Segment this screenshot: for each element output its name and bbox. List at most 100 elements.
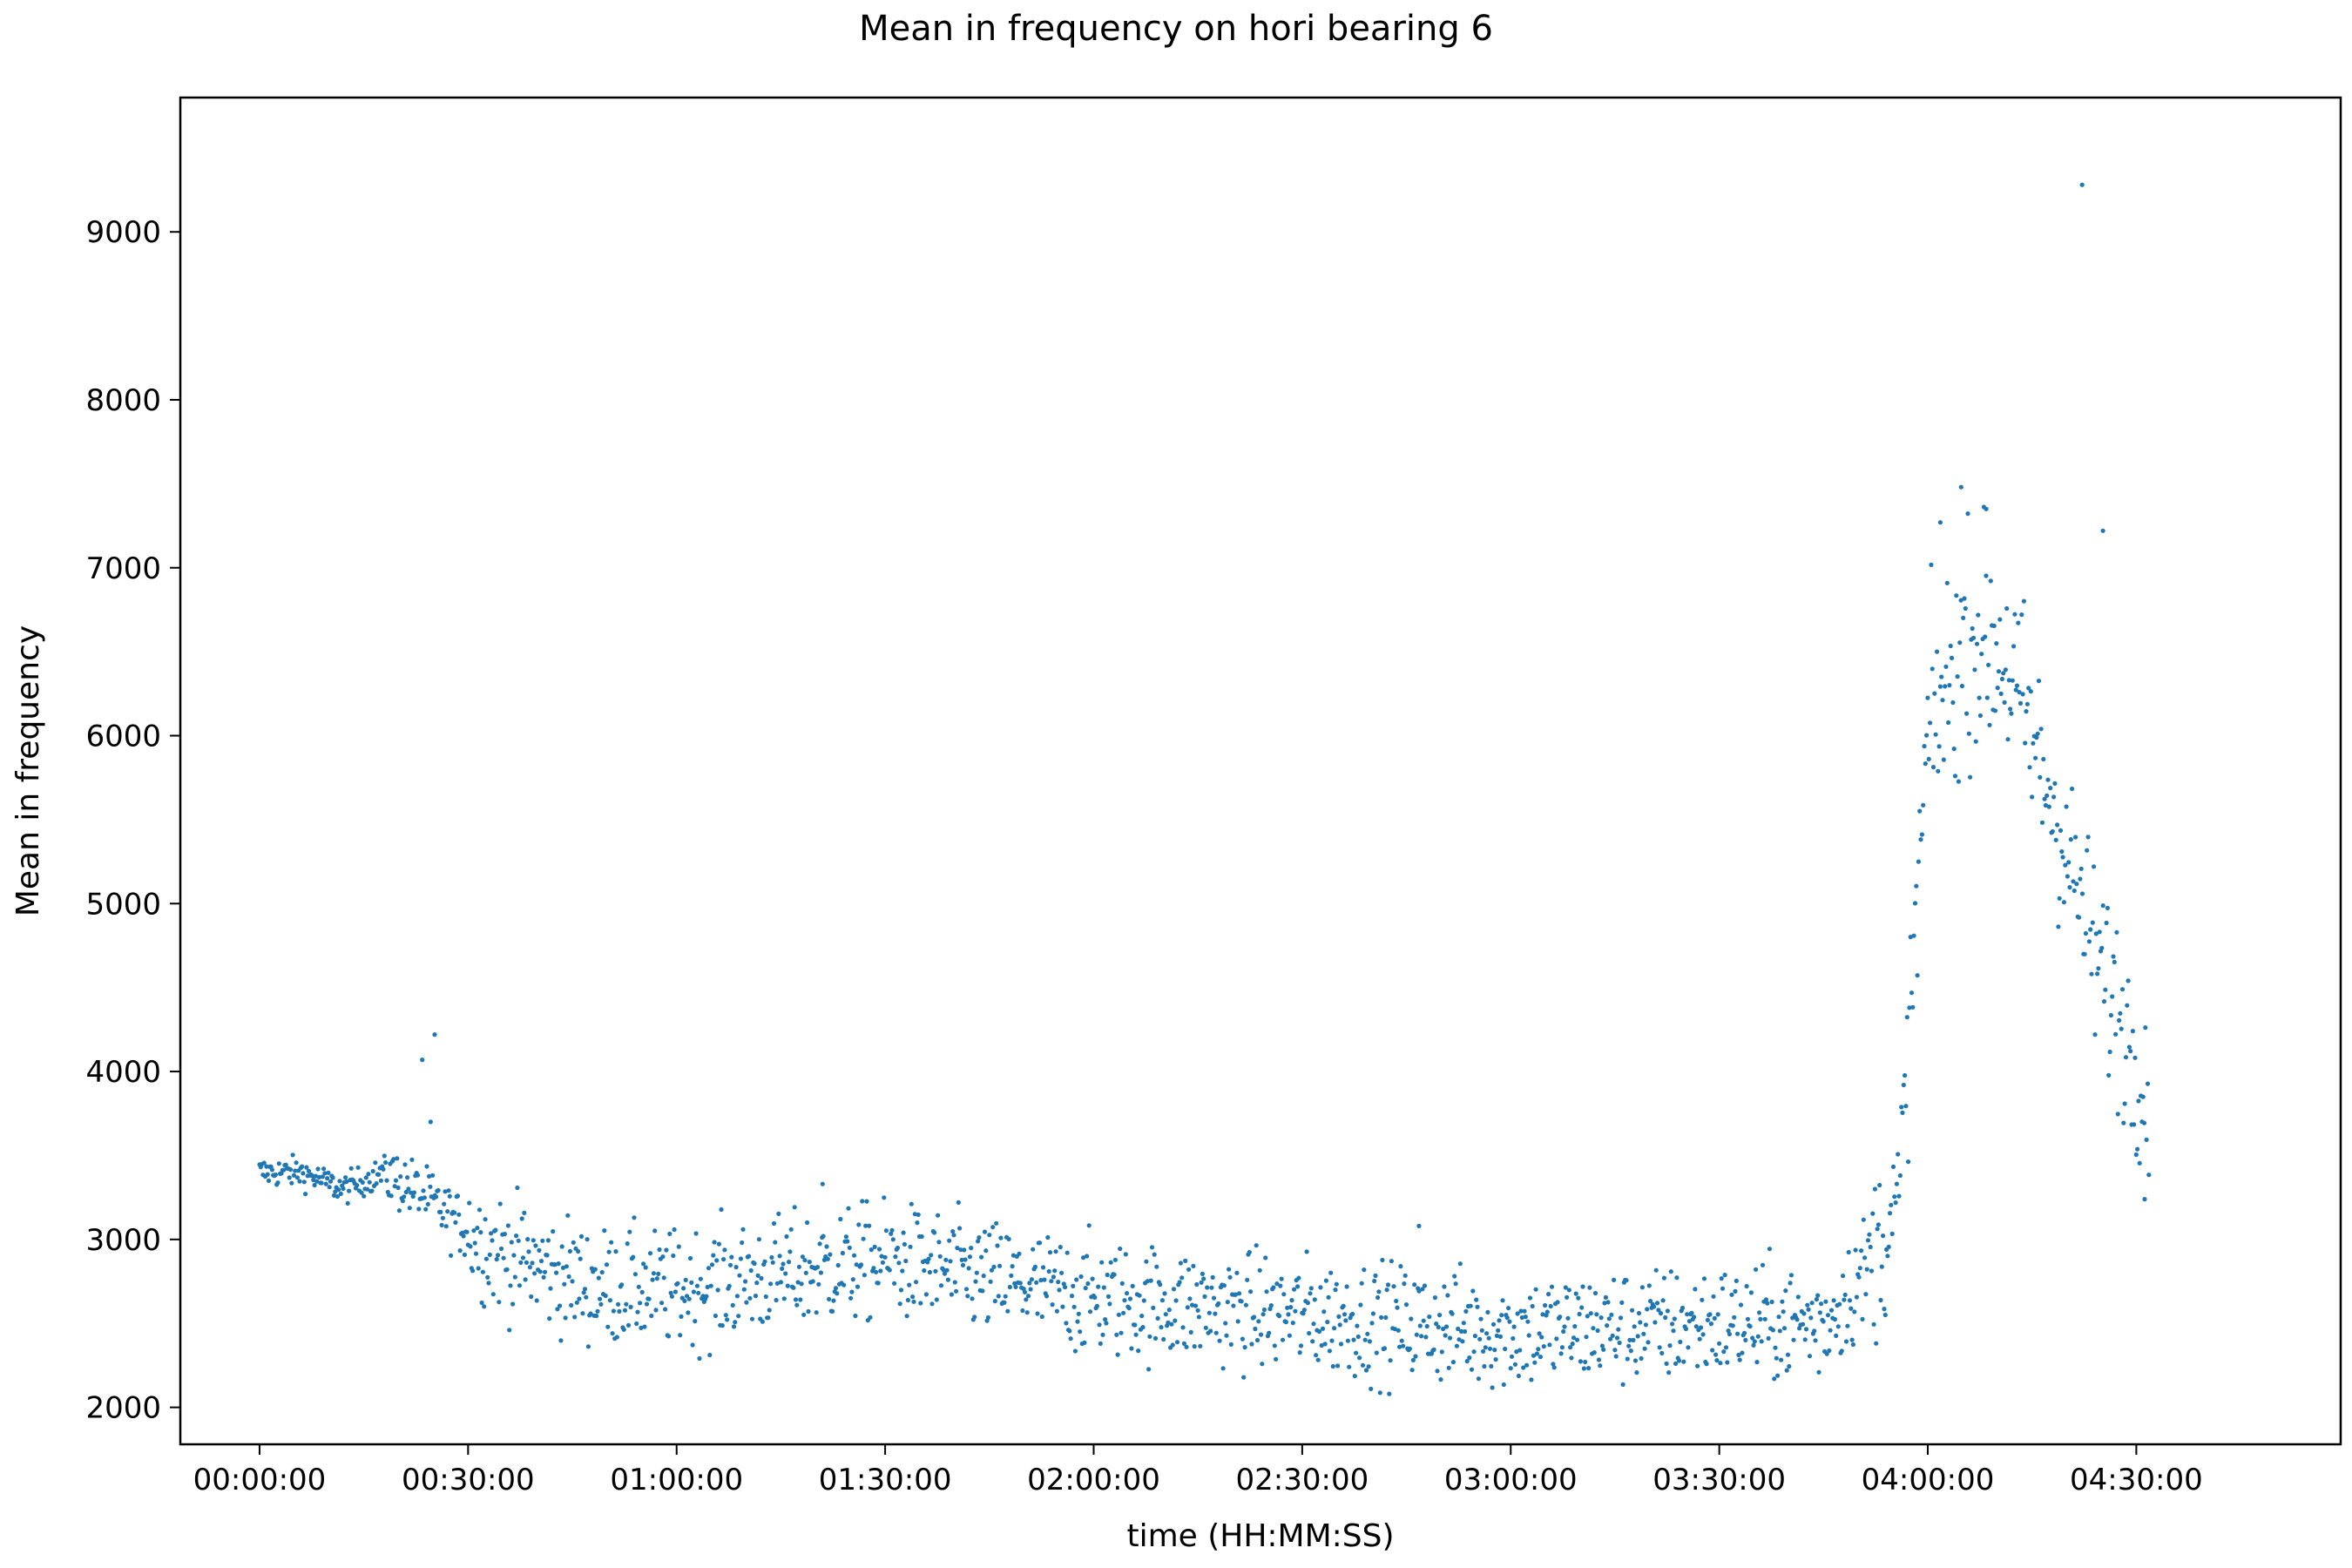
data-point <box>895 1245 901 1251</box>
data-point <box>1558 1315 1563 1320</box>
data-point <box>858 1262 864 1267</box>
data-point <box>556 1261 561 1267</box>
data-point <box>1551 1362 1556 1367</box>
data-point <box>1741 1330 1747 1335</box>
data-point <box>1755 1334 1761 1339</box>
data-point <box>421 1188 426 1193</box>
data-point <box>987 1233 992 1238</box>
data-point <box>805 1220 810 1226</box>
data-point <box>1680 1305 1686 1311</box>
data-point <box>316 1174 321 1179</box>
data-point <box>1514 1349 1519 1355</box>
data-point <box>497 1300 502 1305</box>
data-point <box>1053 1249 1058 1254</box>
data-point <box>1539 1335 1544 1340</box>
data-point <box>409 1157 415 1162</box>
data-point <box>2092 1032 2098 1037</box>
data-point <box>672 1289 679 1294</box>
data-point <box>1372 1278 1377 1284</box>
data-point <box>1327 1348 1332 1354</box>
data-point <box>1735 1331 1740 1336</box>
data-point <box>2046 804 2051 809</box>
data-point <box>312 1182 317 1188</box>
data-point <box>1210 1274 1215 1280</box>
data-point <box>1392 1327 1397 1332</box>
data-point <box>1154 1264 1159 1269</box>
data-point <box>919 1233 924 1240</box>
data-point <box>1399 1338 1404 1343</box>
data-point <box>1867 1232 1872 1237</box>
data-point <box>878 1268 883 1274</box>
data-point <box>733 1265 739 1270</box>
data-point <box>362 1193 367 1199</box>
data-point <box>1642 1346 1647 1351</box>
data-point <box>1369 1321 1375 1326</box>
data-point <box>1241 1375 1247 1380</box>
data-point <box>1917 808 1923 814</box>
data-point <box>533 1243 538 1248</box>
data-point <box>1591 1326 1596 1331</box>
data-point <box>606 1249 612 1254</box>
data-point <box>1714 1358 1720 1363</box>
data-point <box>453 1220 458 1225</box>
data-point <box>456 1212 462 1217</box>
data-point <box>511 1253 517 1258</box>
data-point <box>1784 1368 1789 1373</box>
data-point <box>1357 1355 1362 1361</box>
data-point <box>743 1279 748 1284</box>
data-point <box>1453 1281 1458 1287</box>
data-point <box>1987 722 1992 727</box>
data-point <box>1750 1335 1755 1341</box>
data-point <box>1632 1324 1637 1329</box>
data-point <box>1025 1294 1031 1299</box>
data-point <box>912 1212 917 1217</box>
data-point <box>737 1273 742 1278</box>
data-point <box>1046 1268 1051 1274</box>
data-point <box>1042 1277 1047 1282</box>
data-point <box>378 1178 383 1183</box>
data-point <box>741 1287 747 1292</box>
data-point <box>1628 1348 1633 1354</box>
data-point <box>415 1173 421 1178</box>
data-point <box>2038 727 2044 732</box>
data-point <box>904 1314 909 1319</box>
data-point <box>1943 664 1949 669</box>
data-point <box>893 1254 898 1260</box>
data-point <box>1936 768 1941 774</box>
data-point <box>634 1321 639 1327</box>
data-point <box>992 1299 997 1304</box>
data-point <box>1003 1294 1008 1299</box>
data-point <box>821 1233 826 1239</box>
data-point <box>1245 1277 1250 1282</box>
data-point <box>1017 1281 1023 1286</box>
data-point <box>734 1294 740 1299</box>
data-point <box>2142 1197 2147 1202</box>
data-point <box>1587 1285 1592 1290</box>
data-point <box>663 1307 668 1312</box>
data-point <box>1085 1281 1091 1287</box>
data-point <box>1645 1307 1650 1312</box>
data-point <box>1715 1312 1720 1317</box>
data-point <box>427 1173 432 1179</box>
data-point <box>1507 1319 1512 1324</box>
data-point <box>1529 1377 1534 1382</box>
data-point <box>1689 1310 1694 1315</box>
data-point <box>1886 1244 1891 1249</box>
data-point <box>1225 1300 1230 1305</box>
data-point <box>770 1260 775 1265</box>
data-point <box>1563 1285 1568 1290</box>
data-point <box>1999 676 2004 682</box>
data-point <box>763 1294 768 1300</box>
data-point <box>1711 1294 1716 1299</box>
data-point <box>1725 1360 1730 1365</box>
data-point <box>1445 1293 1450 1298</box>
data-point <box>795 1280 801 1285</box>
data-point <box>1727 1331 1732 1337</box>
data-point <box>1634 1370 1639 1375</box>
data-point <box>1486 1335 1491 1341</box>
data-point <box>1416 1288 1422 1294</box>
data-point <box>1665 1308 1670 1314</box>
data-point <box>628 1304 633 1309</box>
data-point <box>1345 1338 1350 1343</box>
data-point <box>1984 573 1989 578</box>
